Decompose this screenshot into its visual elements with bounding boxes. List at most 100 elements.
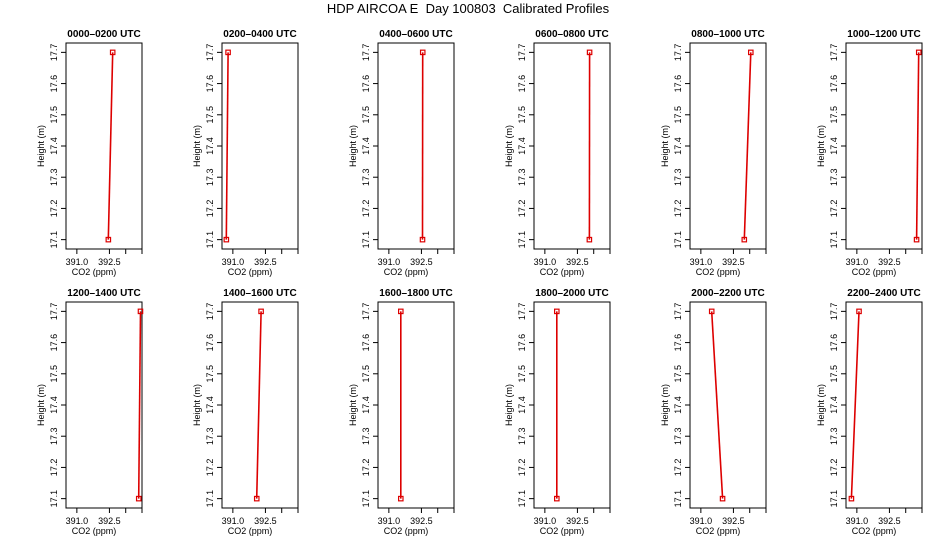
- plot-frame: [377, 301, 455, 509]
- plot-frame: [533, 42, 611, 250]
- panel-12: 2200–2400 UTC 17.1 17.2 17.3 17.4 17.5 17.6 17.…: [816, 288, 923, 536]
- y-tick-label: 17.7: [49, 303, 59, 321]
- y-tick-label: 17.1: [673, 231, 683, 249]
- profile-line: [710, 311, 724, 499]
- profile-line: [850, 311, 860, 499]
- data-point: [553, 308, 560, 315]
- y-tick-label: 17.1: [829, 490, 839, 508]
- y-tick-label: 17.3: [673, 168, 683, 186]
- y-tick-label: 17.4: [829, 137, 839, 155]
- y-tick-label: 17.5: [517, 365, 527, 383]
- panel-8: 1400–1600 UTC 17.1 17.2 17.3 17.4 17.5 17.6 17.…: [192, 288, 299, 536]
- y-tick-label: 17.5: [361, 365, 371, 383]
- panel-2: 0200–0400 UTC 17.1 17.2 17.3 17.4 17.5 17.6 17.…: [192, 29, 299, 277]
- data-point: [747, 49, 754, 56]
- profile-line: [255, 311, 262, 499]
- y-tick-label: 17.3: [49, 427, 59, 445]
- y-tick-label: 17.7: [205, 303, 215, 321]
- data-point: [419, 49, 426, 56]
- x-axis-label: CO2 (ppm): [228, 267, 273, 277]
- data-point: [708, 308, 715, 315]
- y-tick-label: 17.3: [205, 168, 215, 186]
- x-axis-label: CO2 (ppm): [540, 267, 585, 277]
- panel-5: 0800–1000 UTC 17.1 17.2 17.3 17.4 17.5 17.6 17.…: [660, 29, 767, 277]
- x-tick-label: 391.0: [534, 257, 557, 267]
- y-tick-label: 17.2: [205, 459, 215, 477]
- y-tick-label: 17.2: [49, 200, 59, 218]
- panel-title: 0000–0200 UTC: [67, 29, 140, 40]
- y-tick-label: 17.7: [517, 303, 527, 321]
- y-tick-label: 17.1: [517, 490, 527, 508]
- panel-11: 2000–2200 UTC 17.1 17.2 17.3 17.4 17.5 17.6 17.…: [660, 288, 767, 536]
- data-point: [223, 236, 230, 243]
- y-tick-label: 17.2: [673, 459, 683, 477]
- panel-7: 1200–1400 UTC 17.1 17.2 17.3 17.4 17.5 17.6 17.…: [36, 288, 144, 536]
- x-axis-label: CO2 (ppm): [384, 526, 429, 536]
- panel-title: 0400–0600 UTC: [379, 29, 452, 40]
- x-axis-label: CO2 (ppm): [696, 526, 741, 536]
- plot-frame: [689, 301, 767, 509]
- y-tick-label: 17.7: [829, 44, 839, 62]
- data-point: [137, 308, 144, 315]
- x-tick-label: 391.0: [846, 257, 869, 267]
- y-tick-label: 17.4: [49, 137, 59, 155]
- y-tick-label: 17.3: [49, 168, 59, 186]
- x-tick-label: 391.0: [66, 257, 89, 267]
- y-tick-label: 17.6: [361, 334, 371, 352]
- y-tick-label: 17.6: [49, 334, 59, 352]
- y-tick-label: 17.2: [829, 200, 839, 218]
- y-tick-label: 17.1: [517, 231, 527, 249]
- y-tick-label: 17.6: [673, 75, 683, 93]
- x-tick-label: 391.0: [690, 257, 713, 267]
- panel-title: 1400–1600 UTC: [223, 288, 296, 299]
- y-tick-label: 17.1: [49, 490, 59, 508]
- y-tick-label: 17.1: [361, 231, 371, 249]
- y-tick-label: 17.2: [361, 459, 371, 477]
- y-tick-label: 17.1: [829, 231, 839, 249]
- y-axis-label: Height (m): [36, 125, 46, 167]
- y-tick-label: 17.1: [49, 231, 59, 249]
- y-axis-label: Height (m): [660, 384, 670, 426]
- y-tick-label: 17.2: [673, 200, 683, 218]
- y-tick-label: 17.7: [829, 303, 839, 321]
- plot-frame: [689, 42, 767, 250]
- x-axis-label: CO2 (ppm): [540, 526, 585, 536]
- panel-title: 0200–0400 UTC: [223, 29, 296, 40]
- profile-line: [915, 52, 920, 240]
- y-tick-label: 17.3: [205, 427, 215, 445]
- panel-4: 0600–0800 UTC 17.1 17.2 17.3 17.4 17.5 17.6 17.…: [504, 29, 611, 277]
- y-tick-label: 17.1: [361, 490, 371, 508]
- x-tick-label: 392.5: [254, 257, 277, 267]
- x-tick-label: 391.0: [378, 257, 401, 267]
- data-point: [253, 495, 260, 502]
- y-tick-label: 17.3: [361, 168, 371, 186]
- figure-title: HDP AIRCOA E Day 100803 Calibrated Profi…: [326, 1, 610, 16]
- y-axis-label: Height (m): [192, 125, 202, 167]
- y-tick-label: 17.7: [361, 44, 371, 62]
- data-point: [109, 49, 116, 56]
- data-point: [719, 495, 726, 502]
- y-tick-label: 17.6: [829, 334, 839, 352]
- y-tick-label: 17.6: [361, 75, 371, 93]
- y-axis-label: Height (m): [192, 384, 202, 426]
- y-axis-label: Height (m): [660, 125, 670, 167]
- data-point: [135, 495, 142, 502]
- data-point: [586, 49, 593, 56]
- y-tick-label: 17.7: [361, 303, 371, 321]
- profile-line: [137, 311, 142, 499]
- y-tick-label: 17.2: [361, 200, 371, 218]
- data-point: [741, 236, 748, 243]
- y-tick-label: 17.5: [49, 106, 59, 124]
- y-tick-label: 17.3: [361, 427, 371, 445]
- x-tick-label: 392.5: [566, 516, 589, 526]
- y-tick-label: 17.4: [205, 137, 215, 155]
- x-tick-label: 391.0: [378, 516, 401, 526]
- data-point: [848, 495, 855, 502]
- y-axis-label: Height (m): [348, 384, 358, 426]
- y-axis-label: Height (m): [348, 125, 358, 167]
- y-tick-label: 17.6: [829, 75, 839, 93]
- x-tick-label: 392.5: [878, 257, 901, 267]
- panel-3: 0400–0600 UTC 17.1 17.2 17.3 17.4 17.5 17.6 17.…: [348, 29, 455, 277]
- y-tick-label: 17.4: [673, 396, 683, 414]
- panel-10: 1800–2000 UTC 17.1 17.2 17.3 17.4 17.5 17.6 17.…: [504, 288, 611, 536]
